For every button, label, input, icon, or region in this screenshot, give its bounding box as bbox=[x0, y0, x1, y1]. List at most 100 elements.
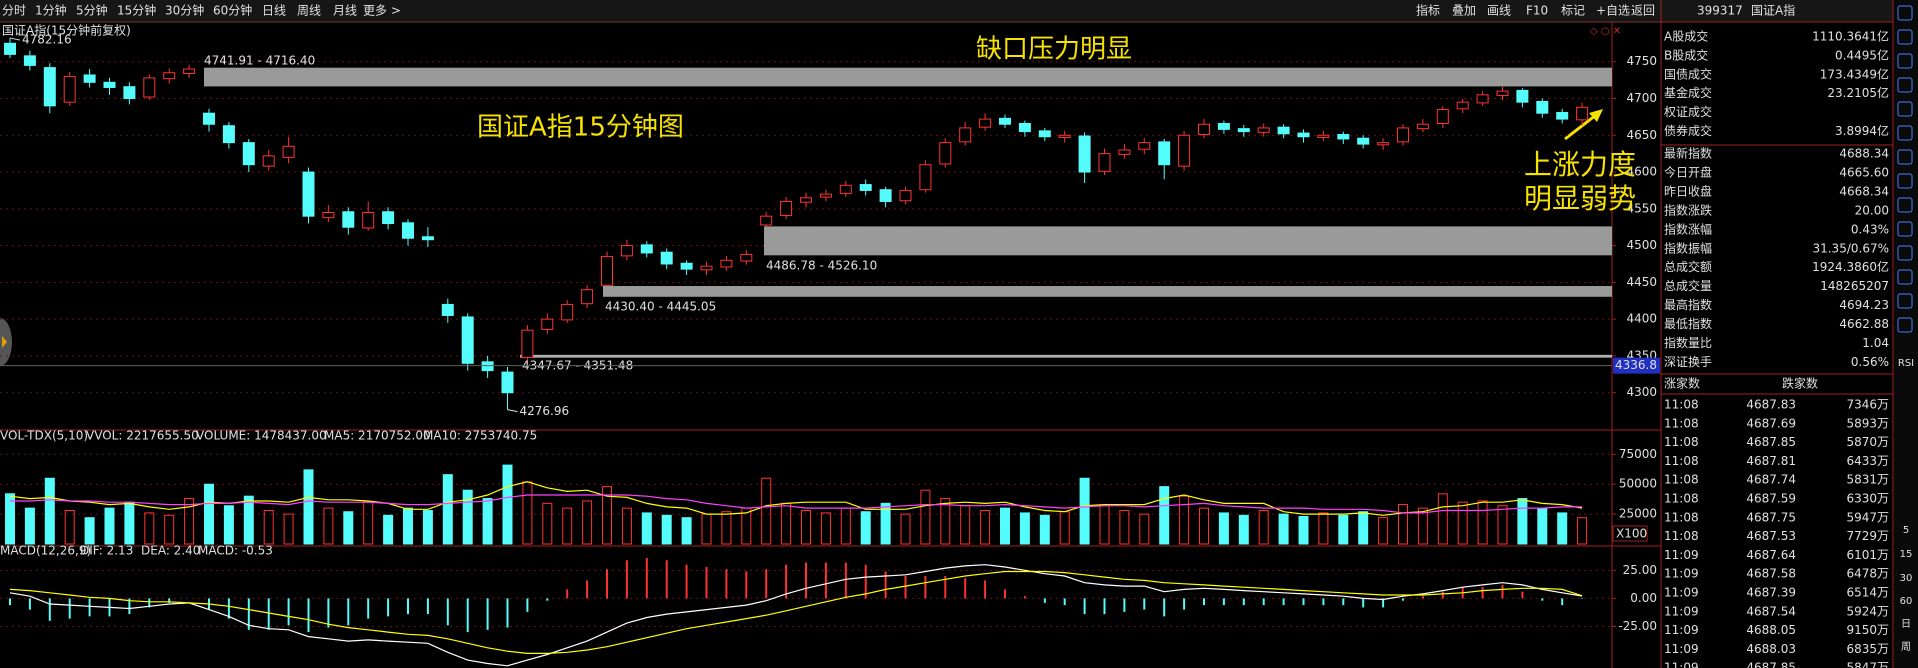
y-tick-label: 25000 bbox=[1619, 507, 1657, 521]
trade-time: 11:09 bbox=[1664, 642, 1699, 656]
candle-body bbox=[1098, 153, 1111, 172]
trade-time: 11:08 bbox=[1664, 492, 1699, 506]
tool-button[interactable]: 画线 bbox=[1487, 4, 1511, 18]
side-icon[interactable] bbox=[1897, 29, 1913, 45]
candle-body bbox=[63, 75, 76, 103]
annotation: 明显弱势 bbox=[1524, 182, 1636, 215]
timeframe-tab[interactable]: 日线 bbox=[262, 4, 286, 18]
side-strip bbox=[1894, 0, 1918, 668]
side-icon[interactable] bbox=[1897, 317, 1913, 333]
trade-time: 11:08 bbox=[1664, 473, 1699, 487]
candle-body bbox=[581, 289, 594, 305]
tool-button[interactable]: 指标 bbox=[1416, 3, 1440, 18]
row-label: 指数振幅 bbox=[1664, 240, 1712, 255]
volume-bar bbox=[303, 469, 314, 545]
timeframe-tab[interactable]: 分时 bbox=[2, 4, 26, 18]
volume-bar bbox=[442, 474, 453, 545]
trade-volume: 7346万 bbox=[1846, 398, 1889, 412]
candle-body bbox=[461, 316, 474, 364]
volume-bar bbox=[900, 513, 911, 545]
side-icon[interactable] bbox=[1897, 197, 1913, 213]
tool-button[interactable]: F10 bbox=[1526, 4, 1548, 18]
tool-button[interactable]: +自选 bbox=[1596, 4, 1630, 18]
side-icon[interactable] bbox=[1897, 269, 1913, 285]
candle-body bbox=[1576, 106, 1589, 121]
volume-bar bbox=[164, 514, 175, 545]
row-label: 指数涨跌 bbox=[1664, 202, 1712, 217]
trade-price: 4687.59 bbox=[1746, 492, 1796, 506]
candle-body bbox=[441, 303, 454, 316]
timeframe-tab[interactable]: 60分钟 bbox=[213, 3, 252, 18]
timeframe-tab[interactable]: 15分钟 bbox=[117, 3, 156, 18]
side-label[interactable]: 30 bbox=[1900, 573, 1913, 584]
tool-button[interactable]: 标记 bbox=[1561, 4, 1585, 18]
volume-bar bbox=[24, 507, 35, 545]
side-icon[interactable] bbox=[1897, 245, 1913, 261]
side-icon[interactable] bbox=[1897, 77, 1913, 93]
volume-bar bbox=[64, 510, 75, 545]
volume-bar bbox=[1437, 493, 1448, 545]
tool-button[interactable]: 叠加 bbox=[1452, 4, 1476, 18]
side-icon[interactable] bbox=[1897, 293, 1913, 309]
candle-body bbox=[979, 118, 992, 128]
side-icon[interactable] bbox=[1897, 53, 1913, 69]
side-label[interactable]: 5 bbox=[1903, 525, 1909, 536]
volume-bar bbox=[223, 505, 234, 545]
side-label[interactable]: RSI bbox=[1898, 358, 1914, 369]
collapse-arrow bbox=[2, 336, 7, 348]
ma-line bbox=[9, 481, 1583, 516]
y-tick-label: 4550 bbox=[1626, 201, 1657, 215]
candle-body bbox=[1496, 90, 1509, 97]
candle-body bbox=[1516, 89, 1529, 103]
candle-body bbox=[1297, 132, 1310, 138]
volume-bar bbox=[1417, 507, 1428, 545]
high-pointer bbox=[9, 37, 21, 41]
macd-line bbox=[9, 570, 1583, 654]
y-tick-label: 0.00 bbox=[1630, 591, 1657, 605]
row-label: 指数量比 bbox=[1664, 335, 1712, 350]
side-label[interactable]: 15 bbox=[1900, 549, 1913, 560]
candle-body bbox=[1217, 123, 1230, 130]
timeframe-tab[interactable]: 周线 bbox=[297, 4, 321, 18]
timeframe-tab[interactable]: 更多 > bbox=[363, 4, 401, 18]
volume-bar bbox=[1537, 507, 1548, 545]
trade-price: 4687.83 bbox=[1746, 398, 1796, 412]
y-tick-label: 4300 bbox=[1626, 385, 1657, 399]
volume-bar bbox=[84, 517, 95, 545]
volume-bar bbox=[940, 498, 951, 545]
high-label: 4782.16 bbox=[22, 33, 72, 47]
side-icon[interactable] bbox=[1897, 173, 1913, 189]
timeframe-tab[interactable]: 5分钟 bbox=[76, 3, 108, 18]
trade-volume: 7729万 bbox=[1846, 529, 1889, 543]
trend-arrow bbox=[1564, 113, 1597, 141]
side-icon[interactable] bbox=[1897, 5, 1913, 21]
volume-bar bbox=[383, 514, 394, 545]
candle-body bbox=[1018, 123, 1031, 133]
volume-bar bbox=[1238, 514, 1249, 545]
side-icon[interactable] bbox=[1897, 149, 1913, 165]
timeframe-tab[interactable]: 1分钟 bbox=[35, 3, 67, 18]
volume-bar bbox=[1258, 510, 1269, 545]
trade-time: 11:09 bbox=[1664, 586, 1699, 600]
trade-time: 11:08 bbox=[1664, 398, 1699, 412]
side-label[interactable]: 60 bbox=[1900, 596, 1913, 607]
tool-button[interactable]: 返回 bbox=[1631, 4, 1655, 18]
timeframe-tab[interactable]: 30分钟 bbox=[165, 3, 204, 18]
side-label[interactable]: 周 bbox=[1901, 641, 1911, 653]
cursor-box bbox=[1613, 357, 1660, 374]
side-label[interactable]: 日 bbox=[1901, 619, 1911, 630]
window-icons[interactable]: ◇ ○ ✕ bbox=[1590, 26, 1621, 37]
side-icon[interactable] bbox=[1897, 101, 1913, 117]
timeframe-tab[interactable]: 月线 bbox=[333, 4, 357, 18]
candle-body bbox=[561, 303, 574, 321]
candle-body bbox=[1038, 130, 1051, 138]
trade-price: 4688.05 bbox=[1746, 623, 1796, 637]
side-icon[interactable] bbox=[1897, 125, 1913, 141]
volume-bar bbox=[1278, 513, 1289, 545]
y-tick-label: 4400 bbox=[1626, 312, 1657, 326]
volume-bar bbox=[562, 507, 573, 545]
side-icon[interactable] bbox=[1897, 221, 1913, 237]
volume-bar bbox=[144, 512, 155, 545]
